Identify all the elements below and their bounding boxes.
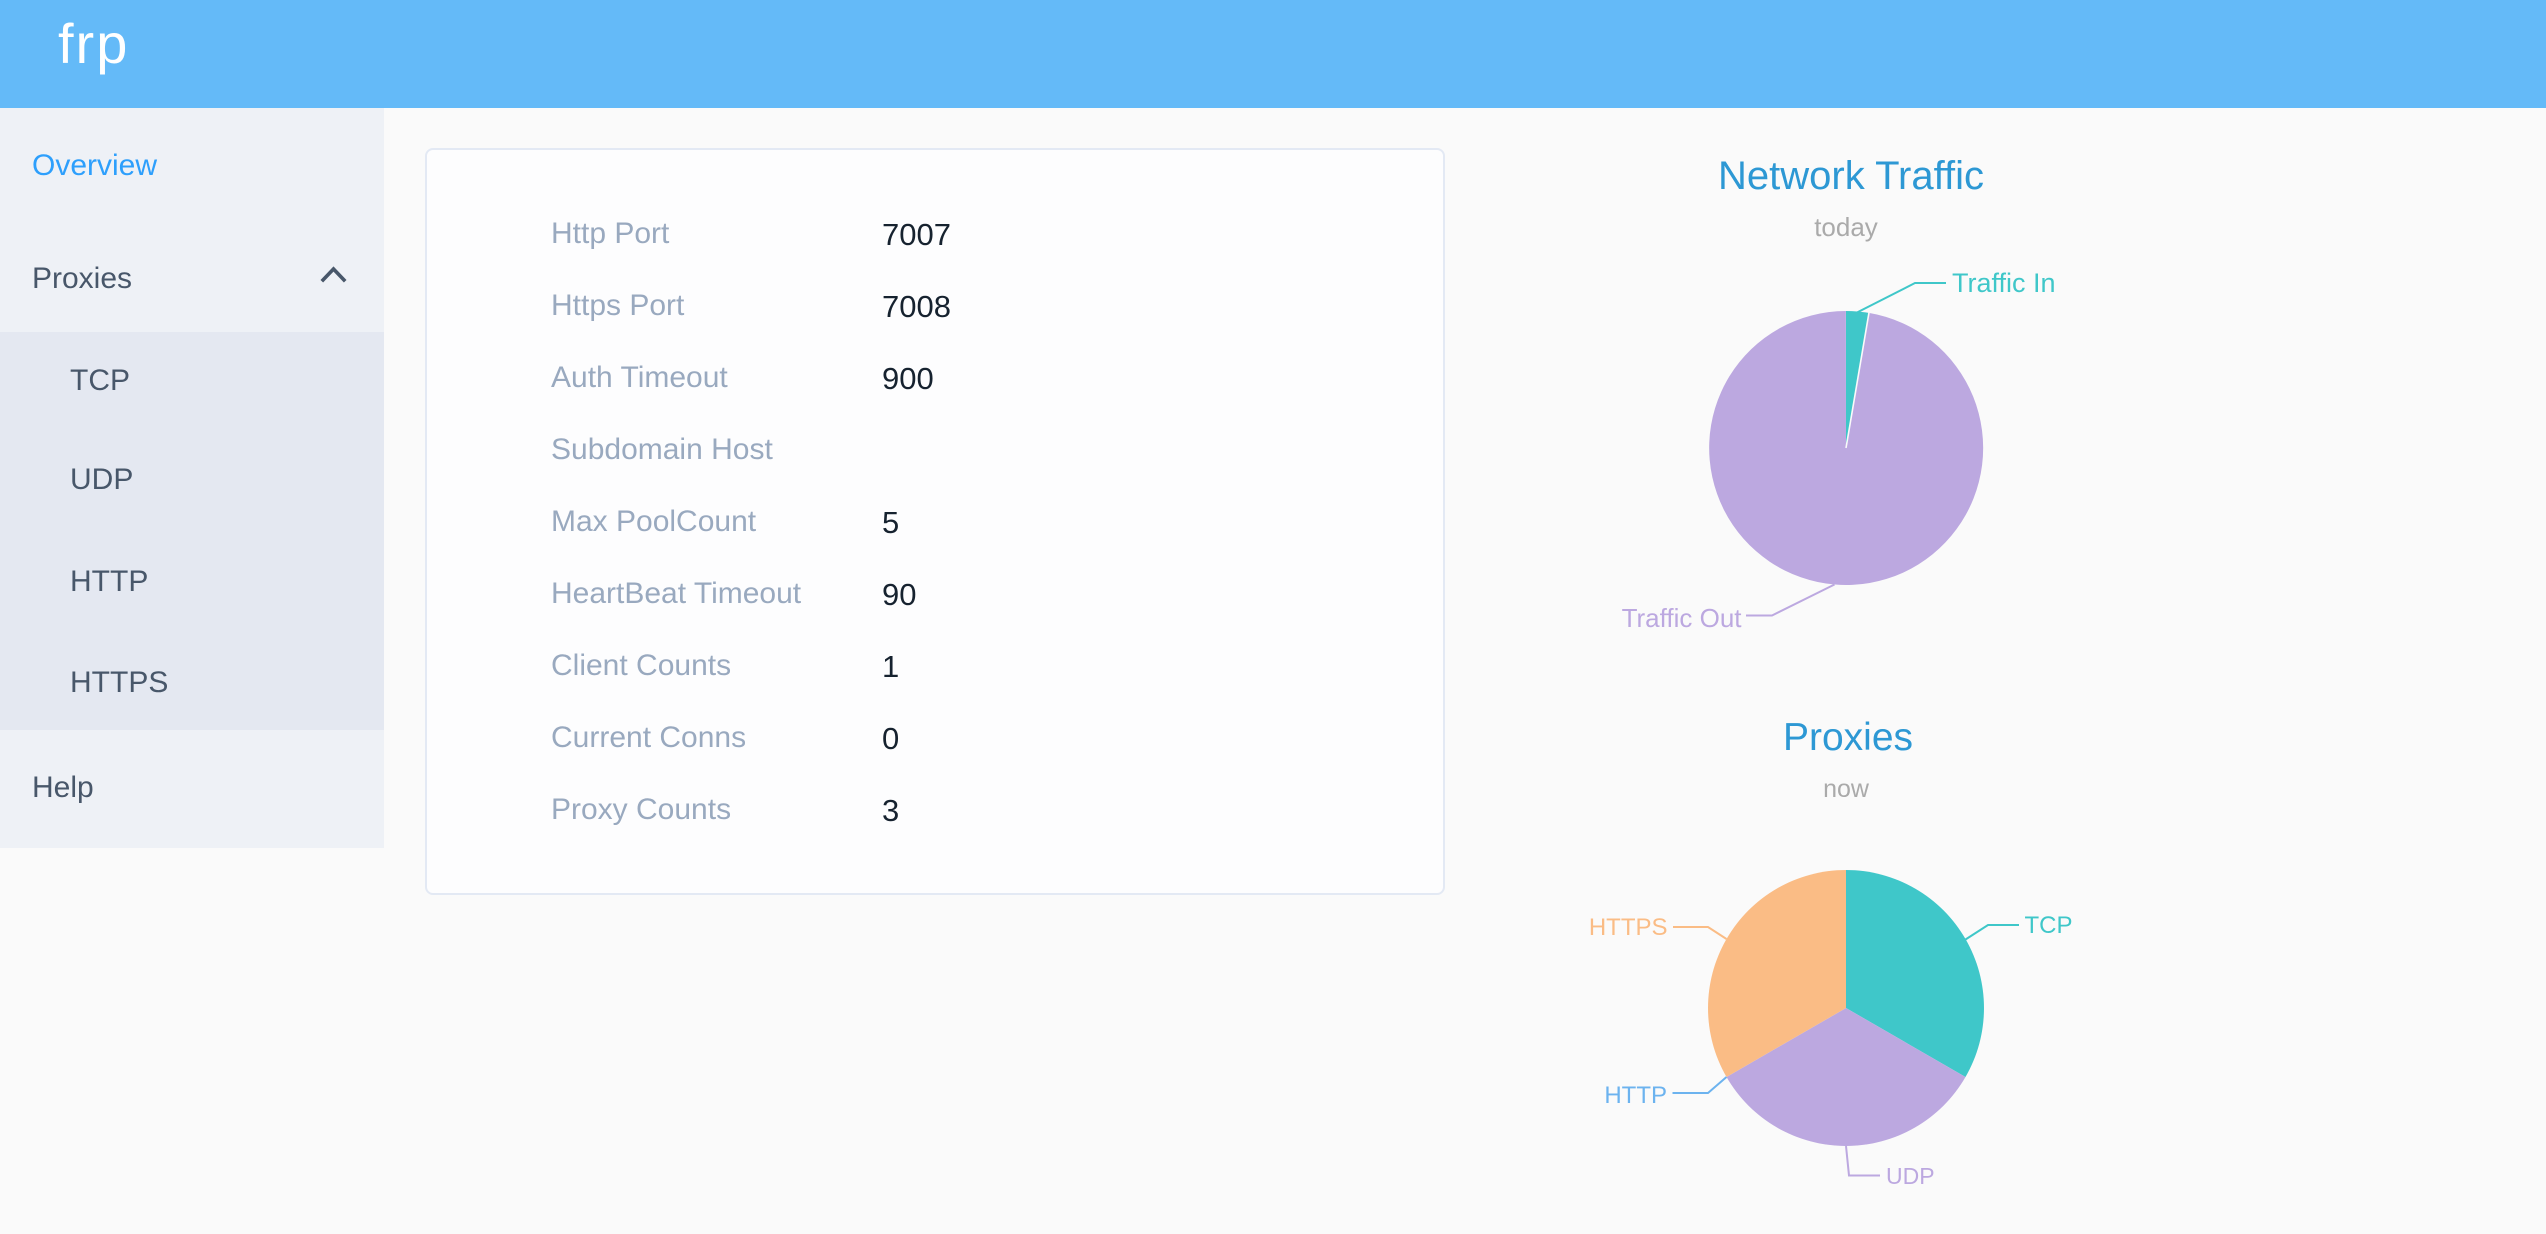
svg-text:HTTP: HTTP xyxy=(1604,1082,1667,1109)
svg-text:Traffic Out: Traffic Out xyxy=(1622,603,1743,633)
svg-text:Traffic In: Traffic In xyxy=(1952,268,2056,298)
svg-text:now: now xyxy=(1823,775,1870,803)
svg-text:HTTPS: HTTPS xyxy=(1589,914,1668,941)
svg-text:today: today xyxy=(1814,212,1878,242)
svg-text:Proxies: Proxies xyxy=(1783,716,1913,759)
svg-text:Network Traffic: Network Traffic xyxy=(1718,154,1984,198)
svg-text:TCP: TCP xyxy=(2025,912,2073,939)
svg-text:UDP: UDP xyxy=(1886,1163,1935,1189)
